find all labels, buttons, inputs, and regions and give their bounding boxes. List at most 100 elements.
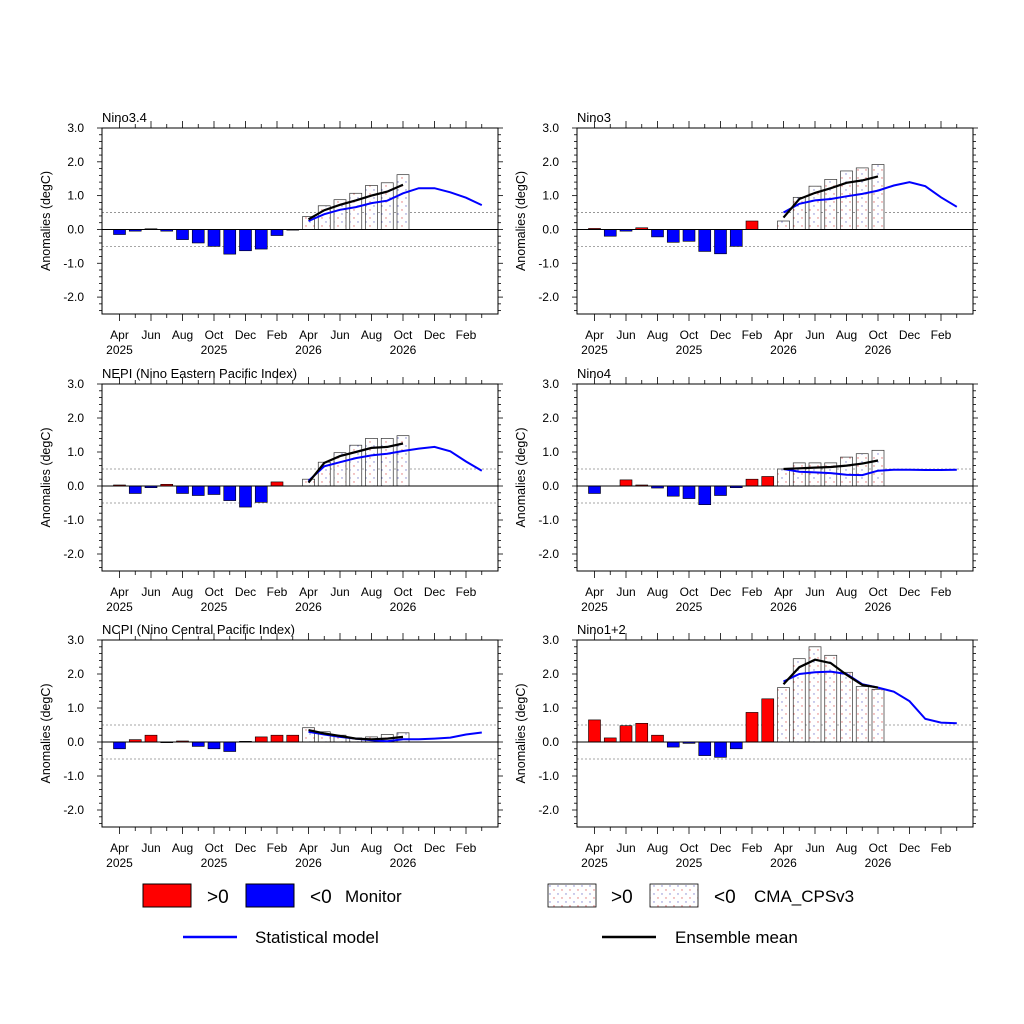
- x-tick-label: Oct: [680, 585, 699, 599]
- y-axis-label: Anomalies (degC): [514, 427, 528, 527]
- x-tick-label: Apr: [299, 841, 318, 855]
- x-tick-label: Jun: [616, 585, 635, 599]
- monitor-bar: [698, 485, 712, 506]
- x-tick-label: Apr: [774, 328, 793, 342]
- panel-title: NCPI (Nino Central Pacific Index): [102, 622, 295, 637]
- monitor-bar: [666, 485, 680, 497]
- monitor-bar: [745, 712, 759, 743]
- legend-monitor-negative-swatch: [245, 883, 295, 908]
- legend-monitor-negative-label: <0: [310, 887, 332, 908]
- y-tick-label: 3.0: [542, 121, 559, 135]
- x-tick-label: Apr: [110, 841, 129, 855]
- y-tick-label: -1.0: [538, 513, 559, 527]
- forecast-bar: [840, 456, 853, 487]
- x-tick-year-label: 2026: [770, 600, 797, 614]
- x-tick-label: Jun: [805, 328, 824, 342]
- ensemble-mean-line: [307, 183, 404, 221]
- ensemble-mean-line: [783, 459, 879, 471]
- monitor-bar: [651, 734, 664, 743]
- x-tick-label: Dec: [710, 841, 731, 855]
- monitor-bar: [682, 229, 696, 242]
- monitor-bar: [191, 485, 205, 496]
- y-axis-label: Anomalies (degC): [39, 427, 53, 527]
- x-tick-label: Aug: [361, 328, 382, 342]
- x-tick-label: Feb: [742, 585, 763, 599]
- x-tick-label: Feb: [742, 841, 763, 855]
- y-tick-label: -1.0: [538, 256, 559, 270]
- monitor-bar: [176, 229, 189, 240]
- forecast-bar: [396, 174, 410, 230]
- y-tick-label: -2.0: [63, 803, 84, 817]
- monitor-bar: [176, 485, 189, 494]
- x-tick-year-label: 2026: [390, 343, 417, 357]
- x-tick-year-label: 2026: [295, 343, 322, 357]
- y-tick-label: 2.0: [67, 667, 84, 681]
- forecast-bar: [365, 185, 378, 230]
- y-tick-label: 1.0: [542, 701, 559, 715]
- y-tick-label: 3.0: [67, 121, 84, 135]
- forecast-bar: [855, 453, 869, 487]
- x-tick-label: Apr: [774, 585, 793, 599]
- legend-model-label: CMA_CPSv3: [754, 887, 854, 906]
- monitor-bar: [682, 485, 696, 499]
- x-tick-label: Aug: [172, 328, 193, 342]
- monitor-bar: [239, 229, 252, 252]
- legend-forecast-positive-swatch: [547, 883, 597, 908]
- x-tick-label: Jun: [141, 841, 160, 855]
- x-tick-label: Dec: [424, 585, 445, 599]
- y-tick-label: 1.0: [67, 189, 84, 203]
- x-tick-year-label: 2026: [865, 856, 892, 870]
- monitor-bar: [619, 479, 633, 487]
- statistical-model-line: [308, 187, 483, 222]
- plot-frame: [576, 383, 974, 572]
- y-tick-label: 2.0: [67, 411, 84, 425]
- legend-monitor-label: Monitor: [345, 887, 402, 906]
- monitor-bar: [254, 485, 268, 503]
- monitor-bar: [113, 741, 126, 750]
- statistical-model-line: [783, 468, 957, 477]
- forecast-bar: [365, 438, 378, 487]
- panel-title: Nino4: [577, 366, 611, 381]
- x-tick-label: Apr: [585, 585, 604, 599]
- x-tick-label: Dec: [710, 585, 731, 599]
- x-tick-label: Oct: [205, 841, 224, 855]
- forecast-bar: [840, 671, 853, 743]
- y-tick-label: -2.0: [538, 290, 559, 304]
- monitor-bar: [714, 741, 727, 758]
- x-tick-label: Oct: [394, 328, 413, 342]
- x-tick-label: Feb: [931, 841, 952, 855]
- x-tick-label: Feb: [267, 328, 288, 342]
- ensemble-mean-line: [308, 729, 404, 741]
- monitor-bar: [729, 741, 743, 750]
- x-tick-year-label: 2025: [676, 856, 703, 870]
- x-tick-year-label: 2026: [865, 600, 892, 614]
- monitor-bar: [113, 229, 126, 235]
- x-tick-year-label: 2026: [390, 856, 417, 870]
- forecast-bar: [777, 220, 790, 230]
- x-tick-year-label: 2025: [201, 600, 228, 614]
- y-tick-label: 1.0: [542, 189, 559, 203]
- x-tick-label: Aug: [172, 841, 193, 855]
- x-tick-label: Oct: [869, 328, 888, 342]
- monitor-bar: [588, 719, 601, 743]
- x-tick-label: Aug: [361, 841, 382, 855]
- monitor-bar: [128, 485, 142, 494]
- legend-forecast-positive-label: >0: [611, 887, 633, 908]
- panel-title: NEPI (Nino Eastern Pacific Index): [102, 366, 297, 381]
- y-tick-label: -1.0: [63, 513, 84, 527]
- x-tick-label: Feb: [456, 841, 477, 855]
- y-tick-label: 0.0: [542, 222, 559, 236]
- y-tick-label: 0.0: [67, 479, 84, 493]
- x-tick-label: Aug: [836, 328, 857, 342]
- forecast-bar: [302, 727, 315, 743]
- monitor-bar: [745, 220, 759, 230]
- x-tick-label: Jun: [330, 841, 349, 855]
- x-tick-label: Aug: [647, 585, 668, 599]
- y-tick-label: 1.0: [67, 445, 84, 459]
- x-tick-year-label: 2025: [581, 856, 608, 870]
- monitor-bar: [729, 229, 743, 247]
- x-tick-year-label: 2026: [295, 600, 322, 614]
- monitor-bar: [666, 741, 680, 748]
- x-tick-label: Dec: [899, 585, 920, 599]
